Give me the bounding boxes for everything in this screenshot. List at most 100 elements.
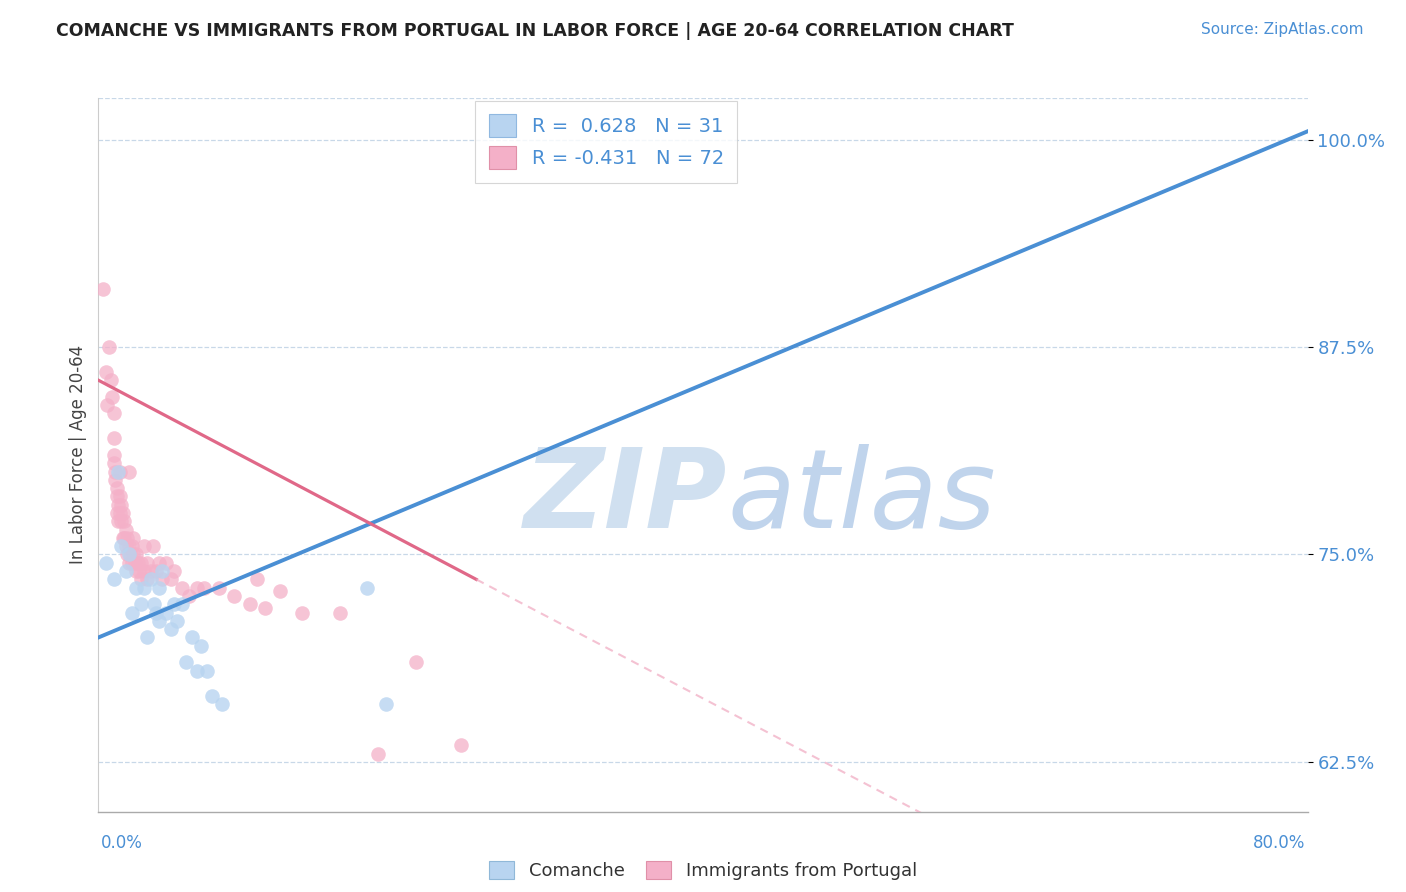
Point <box>195 664 218 678</box>
Point <box>112 514 135 528</box>
Point <box>94 365 117 379</box>
Point <box>114 539 136 553</box>
Point <box>104 465 127 479</box>
Point <box>108 490 131 504</box>
Point <box>174 656 197 670</box>
Point <box>105 506 128 520</box>
Point <box>114 523 136 537</box>
Point <box>124 556 146 570</box>
Point <box>129 556 152 570</box>
Text: ZIP: ZIP <box>523 444 727 551</box>
Point <box>122 548 145 562</box>
Point <box>163 564 186 578</box>
Point <box>132 581 155 595</box>
Text: Source: ZipAtlas.com: Source: ZipAtlas.com <box>1201 22 1364 37</box>
Point <box>125 548 148 562</box>
Point <box>239 597 262 611</box>
Point <box>181 631 204 645</box>
Point <box>132 539 155 553</box>
Point <box>110 539 132 553</box>
Point <box>107 465 129 479</box>
Point <box>148 581 170 595</box>
Point <box>367 747 389 761</box>
Point <box>103 431 125 445</box>
Point <box>160 573 183 587</box>
Point <box>177 589 201 603</box>
Point <box>127 556 149 570</box>
Point <box>135 631 157 645</box>
Point <box>103 573 125 587</box>
Point <box>150 564 173 578</box>
Legend: Comanche, Immigrants from Portugal: Comanche, Immigrants from Portugal <box>479 852 927 889</box>
Point <box>201 689 224 703</box>
Point <box>121 606 143 620</box>
Point <box>104 473 127 487</box>
Point <box>105 490 128 504</box>
Point <box>94 556 117 570</box>
Point <box>118 539 141 553</box>
Point <box>166 614 188 628</box>
Point <box>121 539 143 553</box>
Point <box>105 481 128 495</box>
Point <box>114 564 136 578</box>
Point <box>129 573 152 587</box>
Point <box>186 664 208 678</box>
Point <box>115 531 138 545</box>
Point <box>170 581 193 595</box>
Point <box>148 614 170 628</box>
Point <box>291 606 314 620</box>
Point <box>160 622 183 636</box>
Point <box>110 498 132 512</box>
Point <box>145 606 167 620</box>
Point <box>108 506 131 520</box>
Point <box>103 406 125 420</box>
Point <box>170 597 193 611</box>
Y-axis label: In Labor Force | Age 20-64: In Labor Force | Age 20-64 <box>69 345 87 565</box>
Point <box>208 581 231 595</box>
Point <box>107 514 129 528</box>
Point <box>118 548 141 562</box>
Point <box>190 639 212 653</box>
Point <box>96 398 118 412</box>
Point <box>110 514 132 528</box>
Point <box>135 573 157 587</box>
Point <box>118 465 141 479</box>
Point <box>155 556 177 570</box>
Point <box>142 539 165 553</box>
Point <box>103 456 125 470</box>
Point <box>269 584 291 599</box>
Point <box>100 373 122 387</box>
Text: atlas: atlas <box>727 444 995 551</box>
Point <box>103 448 125 462</box>
Point <box>193 581 215 595</box>
Point <box>135 556 157 570</box>
Text: 0.0%: 0.0% <box>101 834 143 852</box>
Point <box>450 739 472 753</box>
Text: COMANCHE VS IMMIGRANTS FROM PORTUGAL IN LABOR FORCE | AGE 20-64 CORRELATION CHAR: COMANCHE VS IMMIGRANTS FROM PORTUGAL IN … <box>56 22 1014 40</box>
Point <box>224 589 246 603</box>
Point <box>115 548 138 562</box>
Text: 80.0%: 80.0% <box>1253 834 1305 852</box>
Point <box>128 564 150 578</box>
Point <box>143 597 166 611</box>
Point <box>107 498 129 512</box>
Point <box>121 556 143 570</box>
Point <box>141 573 163 587</box>
Point <box>374 697 396 711</box>
Point <box>141 564 163 578</box>
Point <box>122 531 145 545</box>
Point <box>125 564 148 578</box>
Point <box>132 564 155 578</box>
Legend: R =  0.628   N = 31, R = -0.431   N = 72: R = 0.628 N = 31, R = -0.431 N = 72 <box>475 101 737 183</box>
Point <box>186 581 208 595</box>
Point <box>211 697 233 711</box>
Point <box>246 573 269 587</box>
Point <box>118 556 141 570</box>
Point <box>108 465 131 479</box>
Point <box>163 597 186 611</box>
Point <box>405 656 427 670</box>
Point <box>120 548 142 562</box>
Point <box>145 564 167 578</box>
Point <box>112 531 135 545</box>
Point <box>155 606 177 620</box>
